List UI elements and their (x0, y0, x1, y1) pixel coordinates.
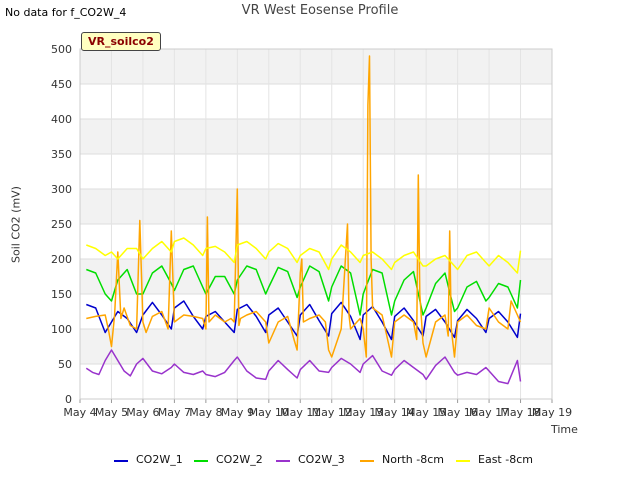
grid-band (80, 49, 552, 84)
chart-title: VR West Eosense Profile (241, 3, 399, 18)
grid-band (80, 294, 552, 329)
y-tick-label: 250 (51, 218, 72, 231)
legend-swatch (276, 460, 290, 462)
grid-band (80, 329, 552, 364)
series-line-co2w-3 (85, 349, 522, 385)
legend-label: North -8cm (382, 453, 444, 466)
y-axis-label: Soil CO2 (mV) (9, 186, 23, 263)
y-tick-label: 300 (51, 183, 72, 196)
legend-swatch (456, 460, 470, 462)
y-tick-label: 350 (51, 148, 72, 161)
grid-band (80, 224, 552, 259)
y-tick-label: 200 (51, 253, 72, 266)
x-tick-label: May 15 (406, 406, 446, 419)
no-data-notice: No data for f_CO2W_4 (5, 6, 127, 19)
x-tick-label: May 18 (500, 406, 540, 419)
x-axis-label: Time (551, 423, 578, 436)
legend-label: CO2W_2 (216, 453, 263, 466)
legend-swatch (114, 460, 128, 462)
plot-frame (79, 48, 553, 400)
grid-band (80, 119, 552, 154)
x-tick-label: May 7 (158, 406, 191, 419)
x-tick-label: May 10 (249, 406, 289, 419)
series-line-co2w-2 (86, 265, 522, 316)
x-tick-label: May 16 (437, 406, 477, 419)
x-tick-label: May 6 (126, 406, 159, 419)
grid-band (80, 84, 552, 119)
x-tick-label: May 13 (343, 406, 383, 419)
series-line-north-8cm (86, 55, 522, 358)
x-tick-label: May 9 (221, 406, 254, 419)
y-tick-label: 500 (51, 43, 72, 56)
legend-label: CO2W_3 (298, 453, 345, 466)
x-tick-label: May 11 (280, 406, 320, 419)
x-tick-label: May 4 (63, 406, 96, 419)
y-tick-label: 100 (51, 323, 72, 336)
plot-background-bands (80, 49, 552, 399)
y-tick-label: 400 (51, 113, 72, 126)
x-tick-label: May 12 (312, 406, 352, 419)
legend: CO2W_1 CO2W_2 CO2W_3 North -8cm East -8c… (110, 453, 550, 469)
axes (79, 48, 553, 403)
legend-label: East -8cm (478, 453, 533, 466)
legend-swatch (194, 460, 208, 462)
grid-band (80, 154, 552, 189)
legend-swatch (360, 460, 374, 462)
grid-band (80, 259, 552, 294)
x-tick-label: May 14 (375, 406, 415, 419)
grid-band (80, 364, 552, 399)
series-line-east-8cm (86, 237, 522, 274)
data-series (85, 55, 522, 385)
y-tick-label: 450 (51, 78, 72, 91)
y-tick-label: 150 (51, 288, 72, 301)
x-tick-label: May 17 (469, 406, 509, 419)
y-tick-labels: 0 50 100 150 200 250 300 350 400 450 500 (51, 43, 72, 406)
site-badge: VR_soilco2 (81, 32, 161, 51)
y-tick-label: 0 (65, 393, 72, 406)
grid-band (80, 189, 552, 224)
x-tick-label: May 19 (532, 406, 572, 419)
y-tick-label: 50 (58, 358, 72, 371)
legend-label: CO2W_1 (136, 453, 183, 466)
x-tick-label: May 5 (95, 406, 128, 419)
x-tick-label: May 8 (189, 406, 222, 419)
